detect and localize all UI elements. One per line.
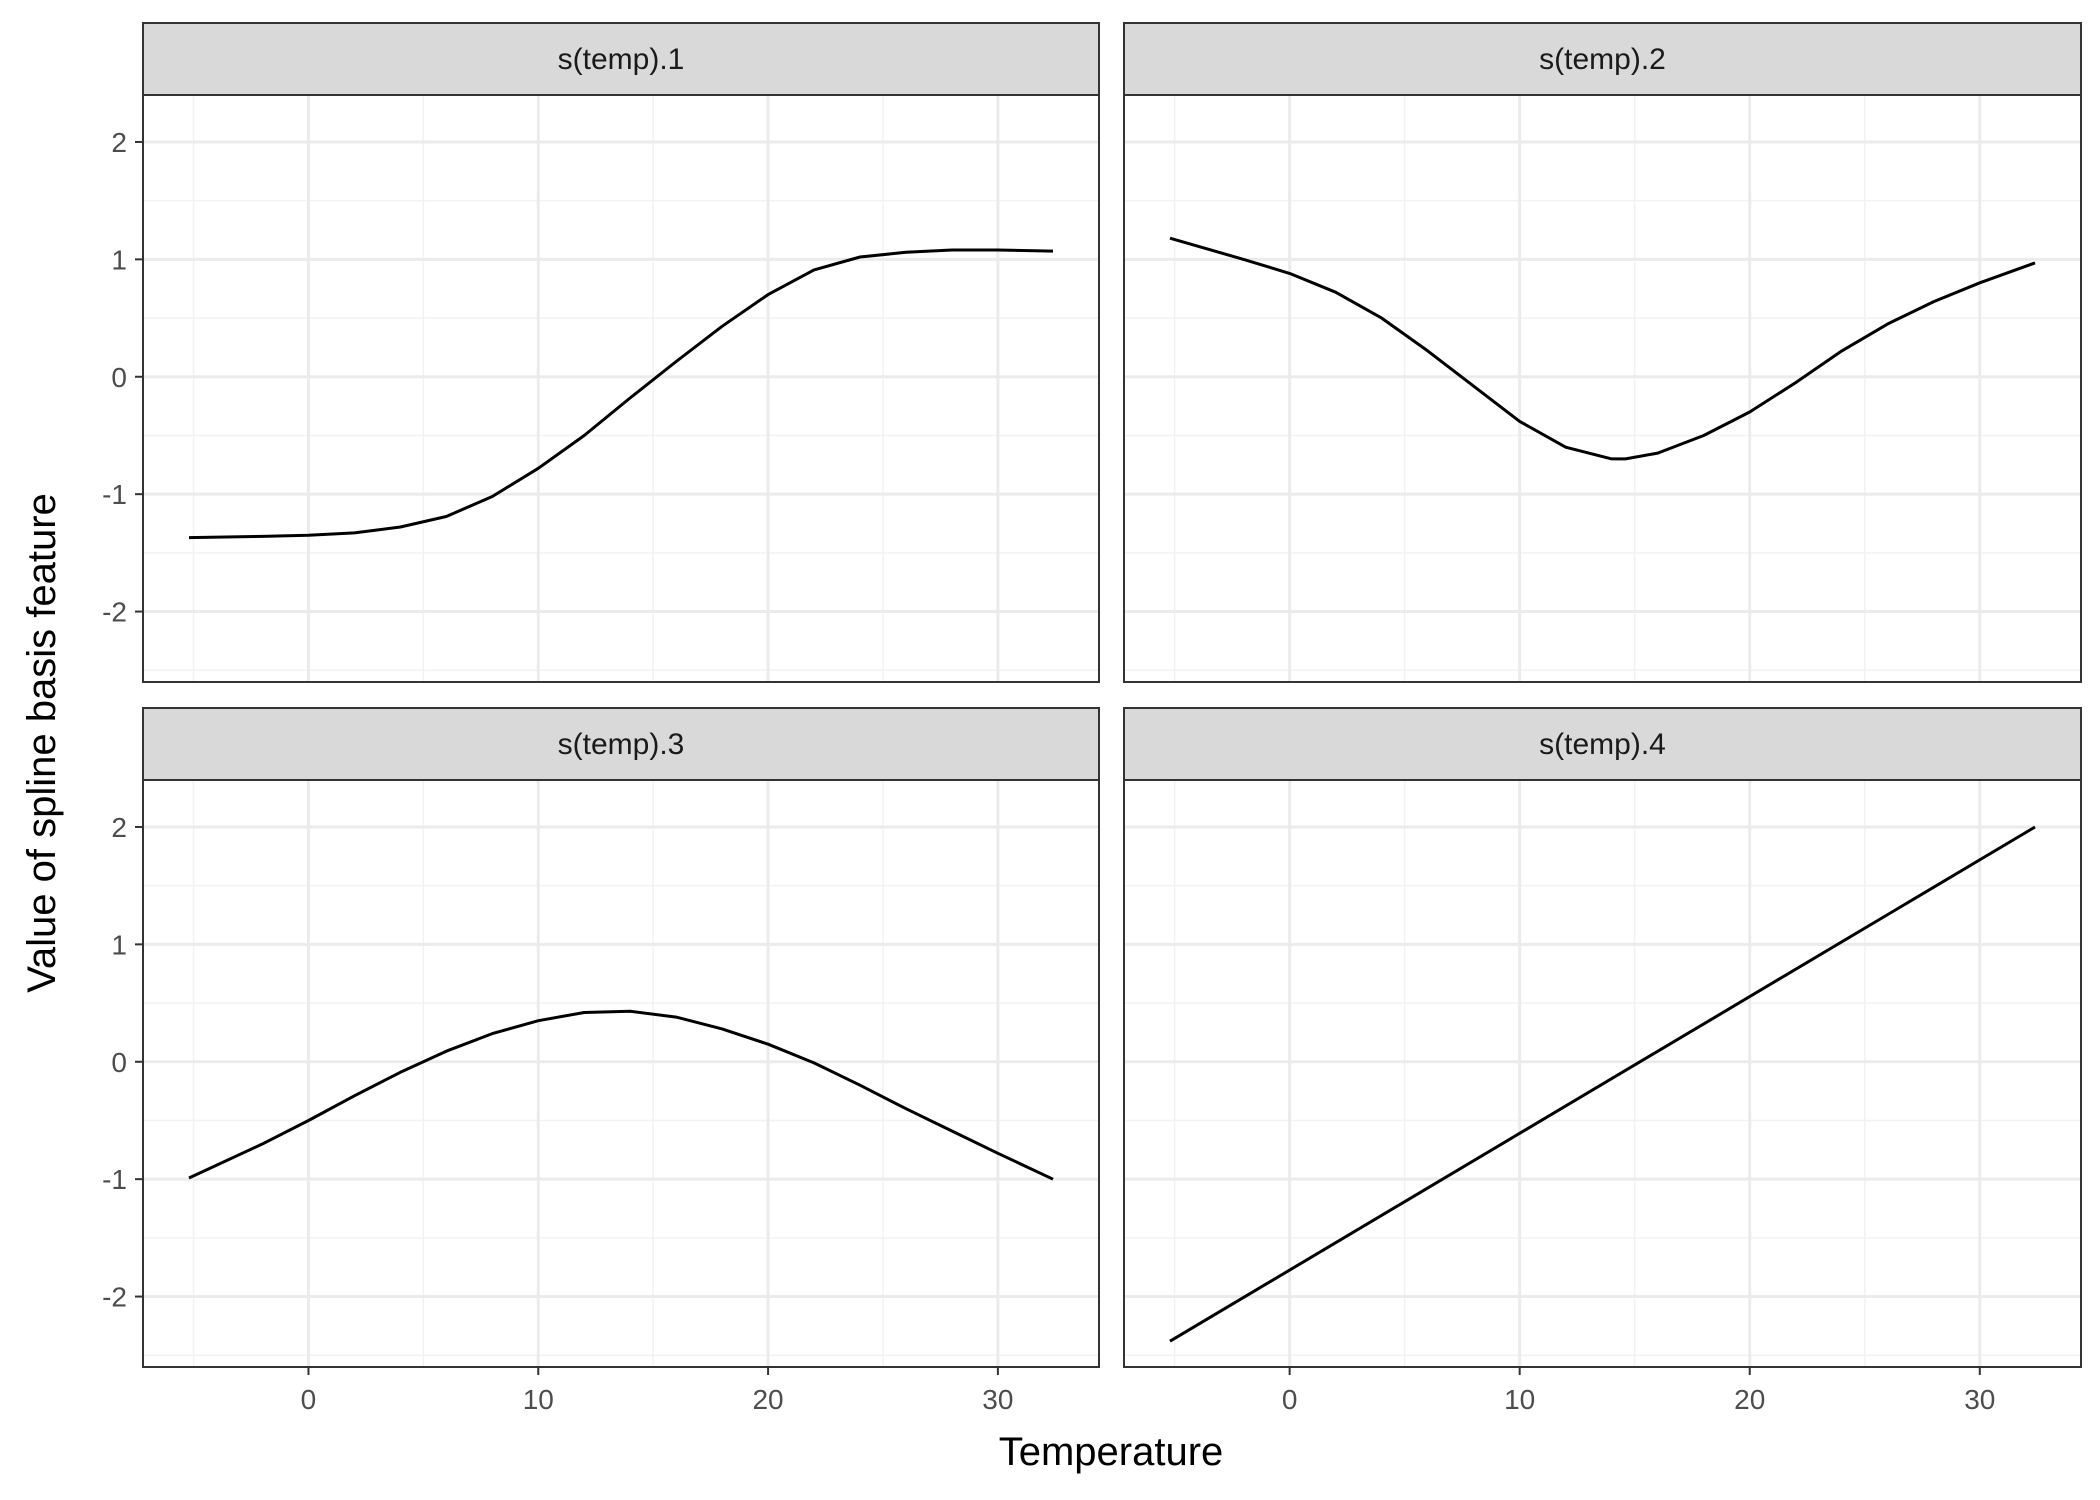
y-tick-label: 2 (111, 812, 127, 843)
series-line (188, 248, 1054, 540)
y-tick-label: -2 (102, 1282, 127, 1313)
x-tick-label: 0 (301, 1384, 317, 1415)
x-tick-label: 10 (523, 1384, 554, 1415)
x-tick-label: 20 (752, 1384, 783, 1415)
x-axis-title: Temperature (999, 1430, 1224, 1474)
facet-strip-label: s(temp).1 (558, 43, 685, 76)
panel-background (1124, 95, 2081, 682)
facet-panel: s(temp).4 0 10 20 30 (1123, 707, 2082, 1415)
y-tick-label: 0 (111, 362, 127, 393)
series-line (1169, 236, 2036, 461)
x-tick-label: 0 (1282, 1384, 1298, 1415)
y-tick-label: 1 (111, 929, 127, 960)
panel-border (142, 779, 1100, 1368)
series-line (1169, 825, 2036, 1343)
facet-strip-label: s(temp).3 (558, 728, 685, 761)
x-tick-label: 10 (1504, 1384, 1535, 1415)
facet-panel: s(temp).1 -2 -1 0 1 2 (102, 22, 1100, 683)
facet-strip (1123, 707, 2082, 781)
y-tick-label: 2 (111, 127, 127, 158)
facet-strip (1123, 22, 2082, 96)
facet-strip-label: s(temp).4 (1539, 728, 1666, 761)
panel-background (143, 780, 1099, 1367)
facet-strip (142, 22, 1100, 96)
x-tick-label: 30 (982, 1384, 1013, 1415)
y-axis-title: Value of spline basis feature (20, 493, 64, 993)
facet-panel: s(temp).2 (1123, 22, 2082, 683)
y-tick-label: -1 (102, 1164, 127, 1195)
facet-strip (142, 707, 1100, 781)
series-line (188, 1009, 1054, 1181)
facet-panels: s(temp).1 -2 -1 0 1 2 s(temp).2 s(temp).3 -2 -1 0 1… (102, 22, 2082, 1415)
y-tick-label: -1 (102, 479, 127, 510)
y-tick-label: -2 (102, 597, 127, 628)
x-tick-label: 20 (1734, 1384, 1765, 1415)
x-tick-label: 30 (1964, 1384, 1995, 1415)
panel-border (1123, 779, 2082, 1368)
panel-background (143, 95, 1099, 682)
y-tick-label: 0 (111, 1047, 127, 1078)
panel-border (1123, 94, 2082, 683)
facet-strip-label: s(temp).2 (1539, 43, 1666, 76)
panel-border (142, 94, 1100, 683)
panel-background (1124, 780, 2081, 1367)
y-tick-label: 1 (111, 244, 127, 275)
